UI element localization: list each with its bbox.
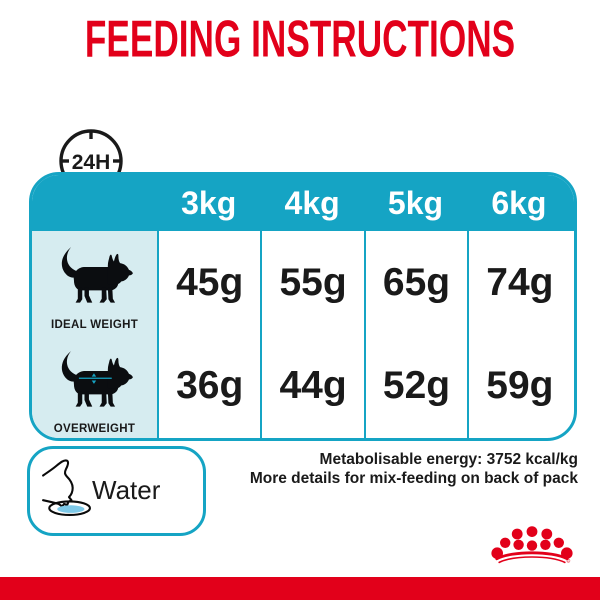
svg-text:24H: 24H xyxy=(72,151,111,174)
svg-text:R: R xyxy=(568,561,570,563)
